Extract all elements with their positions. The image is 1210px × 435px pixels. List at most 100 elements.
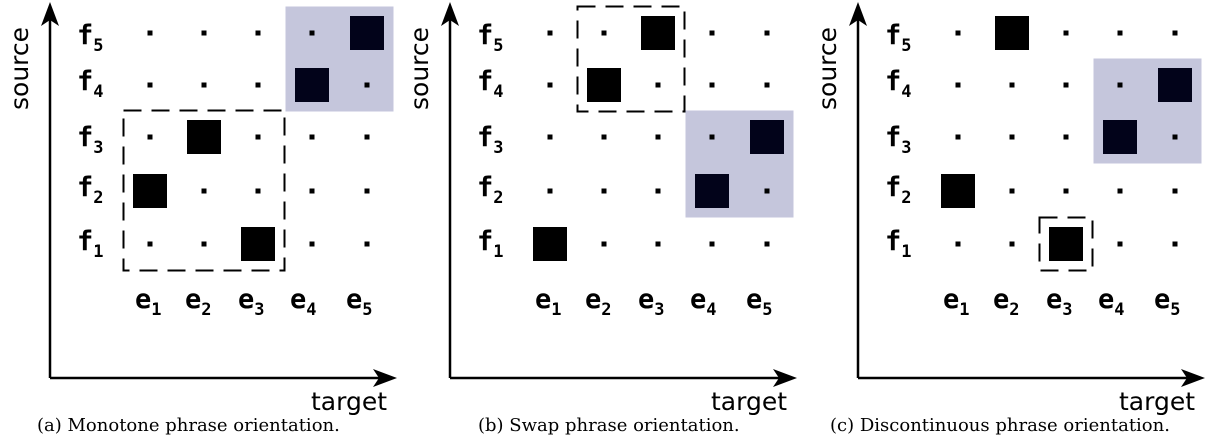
panel-c: source target f5 f4 f3 f2 f1 e1 e2 e3 e4… (813, 2, 1205, 435)
x-axis-label: target (311, 387, 387, 416)
grid-dot (655, 241, 661, 247)
target-label-e5: e5 (746, 284, 773, 320)
alignment-cell-e3-f1 (1049, 227, 1083, 261)
grid-dot (547, 134, 553, 140)
source-label-f2: f2 (77, 172, 104, 208)
alignment-cells (533, 16, 784, 261)
target-labels: e1 e2 e3 e4 e5 (535, 284, 773, 320)
grid-dot (764, 82, 770, 88)
target-label-e4: e4 (1098, 284, 1125, 320)
source-label-f4: f4 (477, 66, 504, 102)
grid-dot (1009, 188, 1015, 194)
grid-dot (709, 30, 715, 36)
source-label-f1: f1 (885, 226, 912, 262)
alignment-cell-e5-f4 (1158, 68, 1192, 102)
source-label-f3: f3 (77, 122, 104, 158)
panel-caption: (a) Monotone phrase orientation. (37, 415, 340, 435)
dashed-block (122, 109, 286, 272)
y-axis-arrow-icon (849, 2, 867, 26)
alignment-cell-e1-f2 (133, 174, 167, 208)
source-label-f2: f2 (885, 172, 912, 208)
grid-dot (655, 134, 661, 140)
target-label-e1: e1 (943, 284, 970, 320)
alignment-cells (941, 16, 1192, 261)
panel-caption: (c) Discontinuous phrase orientation. (830, 415, 1170, 435)
source-labels: f5 f4 f3 f2 f1 (477, 20, 504, 262)
alignment-cell-e4-f2 (695, 174, 729, 208)
grid-dot (709, 134, 715, 140)
grid-dot (547, 82, 553, 88)
source-label-f3: f3 (477, 122, 504, 158)
y-axis-label: source (813, 27, 842, 110)
alignment-cells (133, 16, 384, 261)
target-label-e5: e5 (1154, 284, 1181, 320)
grid-dot (1117, 30, 1123, 36)
grid-dot (147, 82, 153, 88)
grid-dot (955, 30, 961, 36)
target-label-e3: e3 (638, 284, 665, 320)
y-axis-label: source (5, 27, 34, 110)
grid-dot (547, 30, 553, 36)
grid-dot (201, 188, 207, 194)
target-label-e1: e1 (135, 284, 162, 320)
grid-dot (147, 134, 153, 140)
grid-dot (309, 241, 315, 247)
grid-dot (255, 188, 261, 194)
dashed-block (1038, 216, 1094, 272)
grid-dot (309, 188, 315, 194)
grid-dot (147, 30, 153, 36)
grid-dot (1117, 82, 1123, 88)
target-label-e3: e3 (238, 284, 265, 320)
x-axis-arrow-icon (773, 369, 797, 387)
grid-dot (1117, 241, 1123, 247)
alignment-cell-e2-f3 (187, 120, 221, 154)
source-label-f4: f4 (77, 66, 104, 102)
source-label-f1: f1 (477, 226, 504, 262)
source-label-f1: f1 (77, 226, 104, 262)
dot-grid (147, 30, 370, 247)
grid-dot (201, 30, 207, 36)
alignment-cell-e2-f4 (587, 68, 621, 102)
x-axis-label: target (711, 387, 787, 416)
grid-dot (655, 188, 661, 194)
grid-dot (1172, 134, 1178, 140)
source-label-f2: f2 (477, 172, 504, 208)
grid-dot (364, 241, 370, 247)
source-labels: f5 f4 f3 f2 f1 (77, 20, 104, 262)
grid-dot (1063, 82, 1069, 88)
grid-dot (1117, 188, 1123, 194)
target-label-e1: e1 (535, 284, 562, 320)
y-axis-arrow-icon (441, 2, 459, 26)
alignment-cell-e1-f2 (941, 174, 975, 208)
target-label-e3: e3 (1046, 284, 1073, 320)
x-axis-label: target (1119, 387, 1195, 416)
grid-dot (364, 82, 370, 88)
source-labels: f5 f4 f3 f2 f1 (885, 20, 912, 262)
grid-dot (955, 134, 961, 140)
y-axis-label: source (405, 27, 434, 110)
target-label-e2: e2 (993, 284, 1020, 320)
grid-dot (601, 188, 607, 194)
grid-dot (601, 134, 607, 140)
grid-dot (1172, 241, 1178, 247)
source-label-f4: f4 (885, 66, 912, 102)
grid-dot (655, 82, 661, 88)
dot-grid (955, 30, 1178, 247)
grid-dot (1063, 188, 1069, 194)
grid-dot (601, 30, 607, 36)
grid-dot (364, 188, 370, 194)
grid-dot (255, 134, 261, 140)
grid-dot (547, 188, 553, 194)
source-label-f5: f5 (477, 20, 504, 56)
target-labels: e1 e2 e3 e4 e5 (943, 284, 1181, 320)
x-axis-arrow-icon (1181, 369, 1205, 387)
grid-dot (1063, 30, 1069, 36)
grid-dot (1009, 134, 1015, 140)
target-label-e2: e2 (585, 284, 612, 320)
source-label-f5: f5 (77, 20, 104, 56)
x-axis-arrow-icon (373, 369, 397, 387)
grid-dot (1009, 82, 1015, 88)
grid-dot (1063, 134, 1069, 140)
grid-dot (255, 82, 261, 88)
